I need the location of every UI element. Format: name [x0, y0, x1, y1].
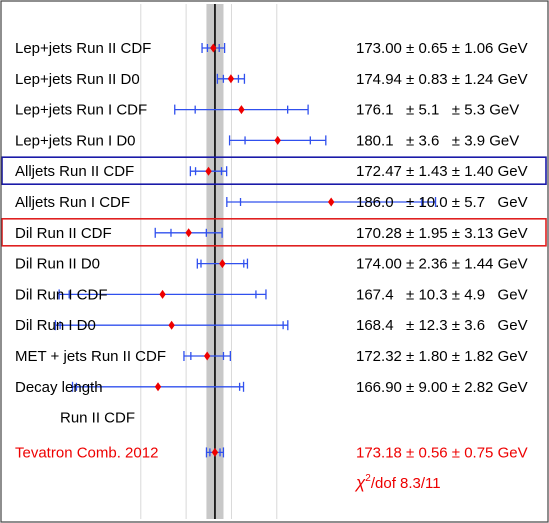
measurement-1-label: Lep+jets Run II CDF	[15, 40, 151, 57]
measurement-7-marker	[185, 228, 192, 238]
measurement-5-highlight-box	[1, 156, 547, 185]
chi2-symbol: χ	[354, 473, 366, 492]
measurement-6-marker	[327, 197, 335, 207]
measurement-5-marker	[205, 166, 212, 176]
combination-marker	[211, 447, 219, 457]
measurement-5-value: 172.47 ± 1.43 ± 1.40 GeV	[356, 163, 528, 180]
measurement-12-label-line2: Run II CDF	[60, 410, 135, 427]
measurement-6-value: 186.0 ± 10.0 ± 5.7 GeV	[356, 194, 528, 211]
measurement-9-label: Dil Run I CDF	[15, 286, 108, 303]
chi2-rest: /dof 8.3/11	[371, 475, 441, 492]
measurement-9-marker	[159, 289, 166, 299]
measurement-4-label: Lep+jets Run I D0	[15, 132, 136, 149]
measurement-12-value: 166.90 ± 9.00 ± 2.82 GeV	[356, 379, 528, 396]
chi2-exponent: 2	[365, 473, 371, 484]
measurement-3-value: 176.1 ± 5.1 ± 5.3 GeV	[356, 102, 519, 119]
chi2-label: χ2/dof 8.3/11	[354, 473, 441, 492]
measurement-8-label: Dil Run II D0	[15, 256, 100, 273]
measurement-7-label: Dil Run II CDF	[15, 225, 112, 242]
measurement-10-marker	[168, 320, 175, 330]
measurement-1-marker	[210, 43, 217, 53]
measurement-2-value: 174.94 ± 0.83 ± 1.24 GeV	[356, 71, 528, 88]
measurement-6-label: Alljets Run I CDF	[15, 194, 130, 211]
measurement-5-label: Alljets Run II CDF	[15, 163, 134, 180]
measurement-8-marker	[219, 259, 226, 269]
measurement-11-marker	[203, 351, 211, 361]
combination-label: Tevatron Comb. 2012	[15, 444, 158, 461]
measurement-8-value: 174.00 ± 2.36 ± 1.44 GeV	[356, 256, 528, 273]
measurement-10-label: Dil Run I D0	[15, 317, 96, 334]
combination-value: 173.18 ± 0.56 ± 0.75 GeV	[356, 444, 528, 461]
measurement-11-label: MET + jets Run II CDF	[15, 348, 166, 365]
measurement-3-marker	[238, 105, 245, 115]
measurement-12-label: Decay length	[15, 379, 103, 396]
grid-lines	[140, 4, 278, 519]
measurement-10-value: 168.4 ± 12.3 ± 3.6 GeV	[356, 317, 528, 334]
measurement-11-value: 172.32 ± 1.80 ± 1.82 GeV	[356, 348, 528, 365]
measurement-3-label: Lep+jets Run I CDF	[15, 102, 147, 119]
measurement-2-label: Lep+jets Run II D0	[15, 71, 140, 88]
measurement-marks	[54, 43, 437, 458]
measurement-9-value: 167.4 ± 10.3 ± 4.9 GeV	[356, 286, 528, 303]
measurement-labels: Lep+jets Run II CDF 173.00 ± 0.65 ± 1.06 …	[1, 40, 547, 427]
measurement-7-value: 170.28 ± 1.95 ± 3.13 GeV	[356, 225, 528, 242]
measurement-12-marker	[154, 382, 162, 392]
combination-row: Tevatron Comb. 2012 173.18 ± 0.56 ± 0.75…	[15, 444, 528, 492]
measurement-7-highlight-box	[1, 218, 547, 247]
measurement-4-value: 180.1 ± 3.6 ± 3.9 GeV	[356, 132, 519, 149]
measurement-1-value: 173.00 ± 0.65 ± 1.06 GeV	[356, 40, 528, 57]
measurement-4-marker	[274, 135, 281, 145]
measurement-2-marker	[227, 74, 235, 84]
